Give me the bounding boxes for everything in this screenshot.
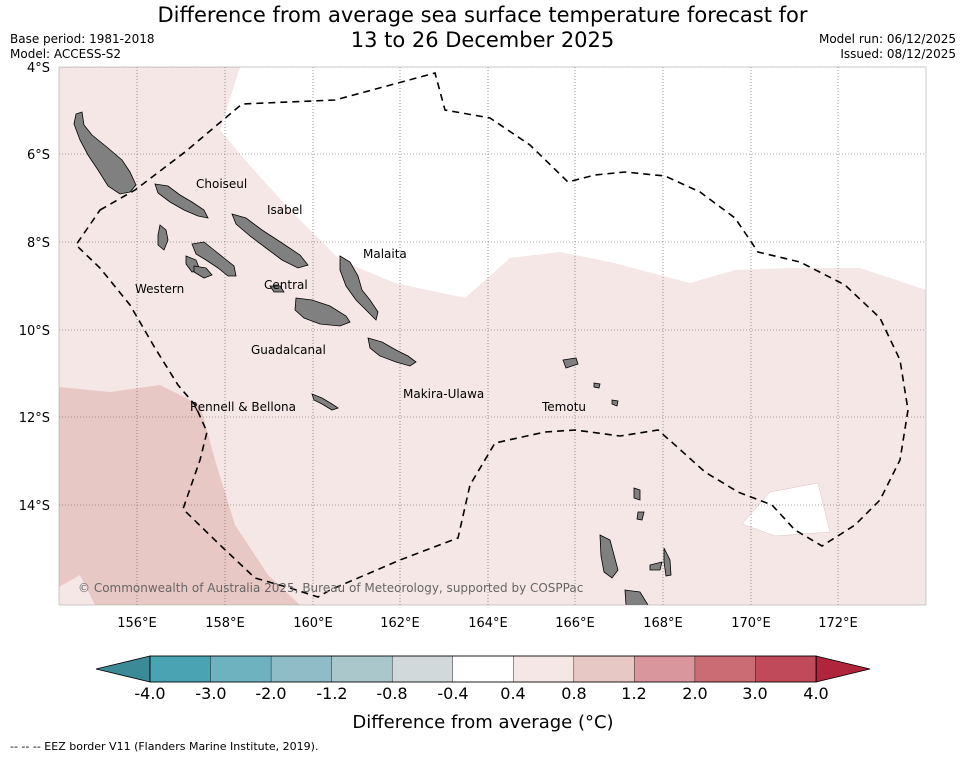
anomaly-warm-southwest (59, 385, 300, 605)
colorbar-segments (149, 655, 817, 683)
lon-label: 156°E (117, 616, 157, 631)
lon-label: 170°E (731, 616, 771, 631)
lon-label: 164°E (468, 616, 508, 631)
longitude-labels: 156°E 158°E 160°E 162°E 164°E 166°E 168°… (117, 616, 858, 631)
island-western-d (193, 265, 213, 279)
copyright-text: © Commonwealth of Australia 2025, Bureau… (78, 581, 583, 595)
colorbar-segment (452, 655, 514, 683)
latitude-labels: 4°S 6°S 8°S 10°S 12°S 14°S (19, 61, 50, 514)
colorbar-segment (149, 655, 212, 683)
lon-label: 166°E (555, 616, 595, 631)
colorbar-label: -4.0 (134, 684, 165, 703)
lat-label: 10°S (19, 324, 50, 339)
colorbar-segment (694, 655, 757, 683)
island-vanuatu-east (663, 547, 672, 577)
island-choiseul (154, 183, 209, 219)
colorbar-segment (573, 655, 636, 683)
island-vanuatu-south (624, 589, 649, 605)
chart-title: Difference from average sea surface temp… (0, 3, 965, 53)
colorbar-over-arrow (815, 655, 871, 683)
island-western-b (191, 241, 237, 277)
island-temotu-c (611, 399, 619, 407)
island-central (269, 285, 285, 293)
island-western-a (157, 224, 169, 251)
island-banks-a (633, 487, 641, 501)
region-makira-ulawa: Makira-Ulawa (403, 387, 484, 401)
island-guadalcanal (294, 297, 351, 327)
lat-label: 14°S (19, 499, 50, 514)
region-rennell-bellona: Rennell & Bellona (190, 400, 296, 414)
island-temotu-a (562, 357, 579, 369)
colorbar-label: -2.0 (255, 684, 286, 703)
colorbar-label: -0.8 (376, 684, 407, 703)
islands (73, 111, 672, 605)
lat-label: 8°S (27, 236, 50, 251)
island-choiseul-west (73, 111, 137, 195)
colorbar-title: Difference from average (°C) (352, 712, 613, 733)
lon-label: 172°E (818, 616, 858, 631)
colorbar-segment (210, 655, 272, 683)
lon-label: 158°E (205, 616, 245, 631)
island-isabel (231, 213, 309, 269)
region-labels: Choiseul Isabel Malaita Western Central … (135, 177, 586, 414)
colorbar-segment (270, 655, 333, 683)
colorbar-labels: -4.0 -3.0 -2.0 -1.2 -0.8 -0.4 0.4 0.8 1.… (134, 684, 828, 703)
colorbar-segment (391, 655, 454, 683)
lon-label: 160°E (293, 616, 333, 631)
colorbar-segment (513, 655, 575, 683)
region-choiseul: Choiseul (196, 177, 247, 191)
lat-label: 12°S (19, 411, 50, 426)
eez-border (74, 72, 909, 598)
region-malaita: Malaita (363, 247, 407, 261)
island-temotu-b (593, 382, 601, 389)
issued-text: Issued: 08/12/2025 (840, 47, 956, 61)
title-line-1: Difference from average sea surface temp… (157, 3, 808, 27)
colorbar-label: -3.0 (195, 684, 226, 703)
colorbar-label: 0.8 (561, 684, 586, 703)
region-temotu: Temotu (541, 400, 586, 414)
map-area (59, 67, 926, 605)
base-period-text: Base period: 1981-2018 (10, 32, 155, 46)
map-frame (58, 66, 927, 606)
lon-label: 168°E (643, 616, 683, 631)
colorbar-label: -0.4 (437, 684, 468, 703)
colorbar-label: -1.2 (316, 684, 347, 703)
lat-label: 6°S (27, 148, 50, 163)
model-text: Model: ACCESS-S2 (10, 47, 122, 61)
title-line-2: 13 to 26 December 2025 (350, 28, 615, 52)
island-malaita (339, 255, 379, 321)
colorbar-label: 0.4 (500, 684, 525, 703)
island-makira (367, 337, 417, 367)
region-central: Central (264, 278, 308, 292)
meta-left: Base period: 1981-2018 Model: ACCESS-S2 (10, 32, 155, 62)
colorbar-label: 4.0 (803, 684, 828, 703)
anomaly-fill-corner (59, 575, 95, 605)
lat-label: 4°S (27, 61, 50, 76)
anomaly-near-average-north (220, 67, 926, 298)
island-vanuatu-mid (649, 561, 663, 571)
region-western: Western (135, 282, 184, 296)
island-rennell (311, 393, 339, 411)
colorbar-segment (331, 655, 393, 683)
colorbar-frame (149, 655, 817, 683)
eez-legend-footnote: -- -- -- EEZ border V11 (Flanders Marine… (10, 740, 319, 753)
colorbar: -4.0 -3.0 -2.0 -1.2 -0.8 -0.4 0.4 0.8 1.… (95, 655, 871, 733)
colorbar-segment (634, 655, 696, 683)
region-isabel: Isabel (267, 203, 302, 217)
colorbar-label: 1.2 (621, 684, 646, 703)
colorbar-label: 2.0 (682, 684, 707, 703)
colorbar-under-arrow (95, 655, 151, 683)
lon-label: 162°E (380, 616, 420, 631)
colorbar-label: 3.0 (742, 684, 767, 703)
island-banks-b (636, 511, 645, 521)
island-vanuatu-north (599, 534, 619, 579)
region-guadalcanal: Guadalcanal (251, 343, 326, 357)
model-run-text: Model run: 06/12/2025 (818, 32, 956, 46)
colorbar-segment (755, 655, 817, 683)
meta-right: Model run: 06/12/2025 Issued: 08/12/2025 (819, 32, 956, 62)
